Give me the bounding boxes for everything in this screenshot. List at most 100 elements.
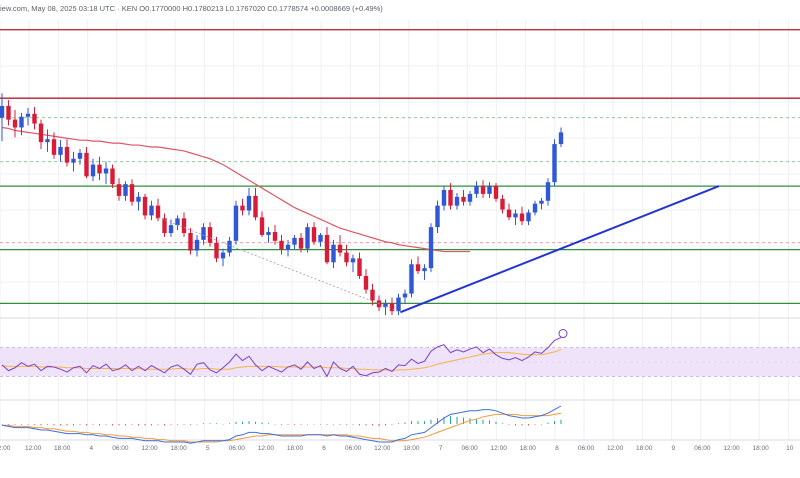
candle-down (214, 242, 219, 259)
macd-histogram-bar (333, 424, 334, 425)
x-axis: 2:00 12:00 18:00 4 06:00 12:00 18:00 5 06:00 12:0… (0, 445, 794, 452)
candle-down (253, 195, 258, 218)
macd-histogram-bar (242, 421, 243, 424)
candle-down (38, 123, 44, 143)
candle-down (370, 289, 375, 301)
candle-up (467, 193, 473, 202)
candle-up (422, 268, 427, 272)
x-tick-label: 06:00 (578, 445, 595, 452)
candle-up (149, 205, 154, 216)
macd-histogram-bar (60, 424, 61, 426)
candle-down (162, 218, 167, 233)
macd-histogram-bar (365, 424, 367, 426)
candle-up (136, 196, 141, 202)
candle-down (279, 240, 284, 250)
x-tick-label: 12:00 (25, 445, 42, 452)
macd-histogram-bar (14, 424, 16, 425)
macd-histogram-bar (313, 424, 315, 425)
macd-histogram-bar (547, 422, 549, 424)
candle-down (110, 168, 115, 185)
x-tick-label: 12:00 (607, 445, 624, 452)
macd-histogram-bar (170, 424, 172, 425)
overlays (157, 185, 720, 314)
macd-histogram-bar (443, 416, 445, 424)
macd-histogram-bar (235, 421, 237, 424)
macd-histogram-bar (534, 424, 536, 425)
candle-up (545, 182, 551, 201)
macd-histogram-bar (151, 424, 152, 426)
candle-up (558, 132, 564, 145)
macd-histogram-bar (274, 424, 276, 425)
candle-down (207, 227, 213, 243)
macd-histogram-bar (118, 424, 120, 426)
candle-up (19, 116, 24, 128)
x-tick-label: 9 (671, 445, 675, 452)
rsi-panel (0, 329, 800, 378)
macd-histogram-bar (417, 421, 419, 424)
x-tick-label: 4 (89, 445, 93, 452)
candle-up (292, 237, 297, 245)
candle-down (389, 303, 395, 312)
macd-histogram-bar (463, 417, 464, 424)
macd-histogram-bar (489, 420, 490, 424)
candle-up (201, 227, 206, 240)
x-tick-label: 12:00 (258, 445, 275, 452)
macd-histogram-bar (255, 421, 256, 424)
macd-histogram-bar (411, 421, 412, 424)
candle-down (448, 190, 453, 206)
candle-up (227, 240, 232, 253)
candle-down (116, 184, 122, 196)
candle-up (246, 195, 252, 211)
macd-histogram-bar (502, 423, 503, 424)
candle-up (103, 168, 109, 174)
macd-histogram-bar (209, 423, 211, 424)
candle-down (12, 119, 18, 128)
macd-histogram-bar (99, 424, 100, 426)
macd-histogram-bar (40, 424, 42, 426)
macd-histogram-bar (216, 423, 217, 424)
macd-histogram-bar (456, 416, 458, 424)
candle-up (435, 205, 440, 228)
macd-histogram-bar (287, 424, 289, 425)
x-tick-label: 18:00 (636, 445, 653, 452)
macd-histogram-bar (1, 424, 3, 425)
macd-histogram-bar (86, 424, 87, 426)
candle-up (474, 186, 479, 194)
candle-down (337, 244, 343, 253)
candle-up (0, 105, 5, 118)
macd-histogram-bar (476, 418, 477, 424)
candle-down (480, 186, 486, 194)
candle-up (513, 213, 518, 218)
candle-up (532, 203, 538, 213)
macd-histogram-bar (183, 424, 185, 425)
macd-histogram-bar (326, 424, 328, 425)
candle-down (142, 196, 148, 216)
x-tick-label: 6 (322, 445, 326, 452)
candle-down (357, 258, 362, 276)
macd-histogram-bar (404, 422, 406, 424)
candle-up (168, 225, 174, 233)
macd-histogram-bar (521, 424, 523, 426)
macd-histogram-bar (339, 424, 341, 425)
candle-up (266, 232, 271, 235)
price-levels (0, 29, 800, 304)
candle-down (461, 196, 466, 202)
candle-down (64, 147, 70, 163)
macd-histogram-bar (47, 424, 48, 425)
macd-histogram-bar (131, 424, 133, 425)
candle-up (123, 184, 128, 196)
candle-up (350, 258, 356, 263)
candle-up (526, 212, 531, 222)
macd-histogram-bar (398, 423, 399, 424)
macd-histogram-bar (125, 424, 126, 426)
candle-down (181, 218, 187, 233)
rsi-divergence-marker (558, 329, 568, 339)
candle-up (58, 147, 63, 155)
macd-histogram-bar (157, 424, 159, 425)
macd-histogram-bar (352, 424, 354, 425)
macd-histogram-bar (346, 424, 347, 425)
x-tick-label: 18:00 (403, 445, 420, 452)
macd-panel (1, 405, 562, 444)
macd-histogram-bar (482, 419, 484, 424)
